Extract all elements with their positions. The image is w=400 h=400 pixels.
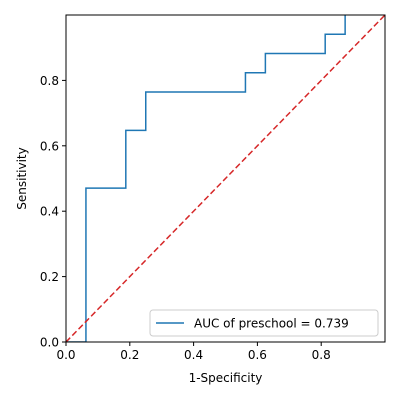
x-tick-label: 0.4 — [184, 348, 203, 362]
plot-frame — [65, 14, 386, 343]
chance-line — [66, 15, 385, 342]
x-axis-label: 1-Specificity — [189, 371, 263, 385]
y-tick-label: 0.0 — [40, 336, 59, 350]
y-tick-label: 0.8 — [40, 74, 59, 88]
y-tick-label: 0.2 — [40, 270, 59, 284]
plot-area — [66, 15, 385, 342]
y-tick-label: 0.6 — [40, 139, 59, 153]
x-axis: 0.0 0.2 0.4 0.6 0.8 — [56, 342, 331, 362]
x-tick-label: 0.8 — [312, 348, 331, 362]
y-axis: 0.0 0.2 0.4 0.6 0.8 — [40, 74, 66, 350]
legend: AUC of preschool = 0.739 — [149, 309, 379, 337]
legend-label: AUC of preschool = 0.739 — [194, 317, 349, 331]
x-tick-label: 0.6 — [248, 348, 267, 362]
x-tick-label: 0.0 — [56, 348, 75, 362]
roc-curve — [66, 15, 346, 342]
y-tick-label: 0.4 — [40, 205, 59, 219]
x-tick-label: 0.2 — [120, 348, 139, 362]
legend-box — [149, 309, 379, 337]
y-axis-label: Sensitivity — [15, 147, 29, 209]
